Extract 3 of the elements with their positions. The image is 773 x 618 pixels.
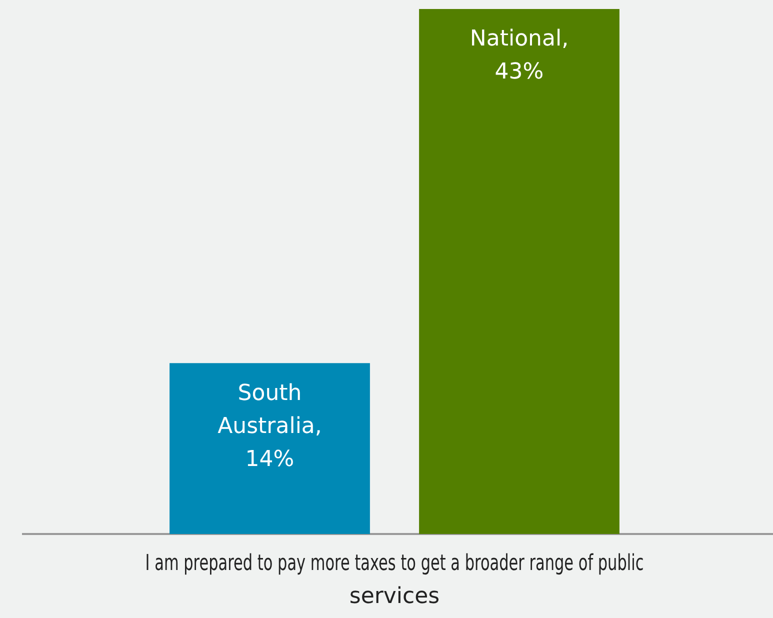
x-axis-title: I am prepared to pay more taxes to get a broader range of public services xyxy=(145,550,644,610)
data-label: National, 43% xyxy=(470,26,569,85)
data-label: South Australia, 14% xyxy=(218,380,322,472)
